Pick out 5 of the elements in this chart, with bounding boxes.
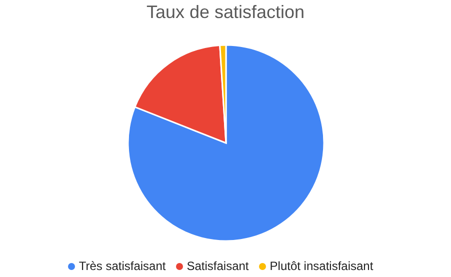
- legend-label: Satisfaisant: [186, 259, 249, 273]
- pie-slice: [127, 44, 325, 242]
- chart-title: Taux de satisfaction: [145, 2, 306, 23]
- legend-label: Très satisfaisant: [78, 259, 166, 273]
- legend-label: Plutôt insatisfaisant: [270, 259, 374, 273]
